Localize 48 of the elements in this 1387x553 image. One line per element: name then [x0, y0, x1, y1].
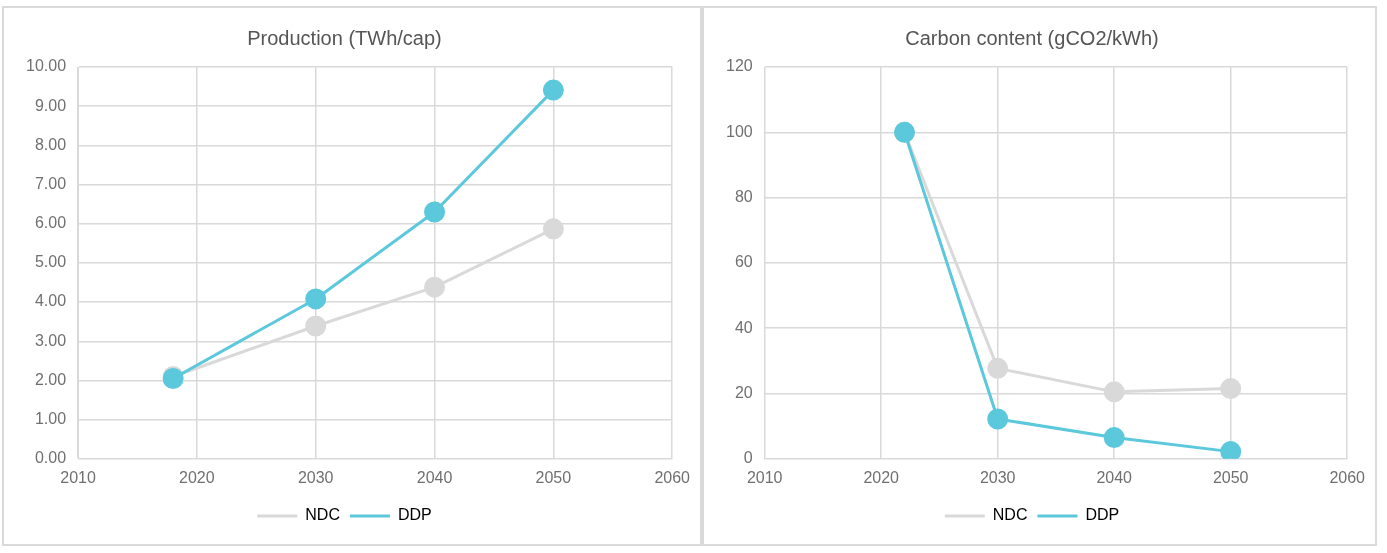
point — [305, 288, 327, 310]
x-tick-label: 2010 — [746, 468, 783, 486]
legend-label: NDC — [992, 506, 1028, 524]
y-tick-label: 120 — [725, 57, 753, 75]
legend-label: DDP — [1085, 506, 1120, 524]
y-tick-label: 100 — [725, 122, 753, 140]
point — [305, 315, 327, 337]
y-tick-label: 2.00 — [34, 370, 67, 388]
y-tick-label: 5.00 — [34, 253, 67, 271]
x-tick-label: 2020 — [863, 468, 900, 486]
y-tick-label: 20 — [734, 383, 753, 401]
y-tick-label: 80 — [734, 188, 753, 206]
y-tick-label: 0.00 — [34, 449, 67, 467]
y-tick-label: 10.00 — [25, 57, 67, 75]
y-tick-label: 40 — [734, 318, 753, 336]
x-tick-label: 2020 — [179, 468, 215, 486]
legend-label: DDP — [397, 506, 432, 524]
x-tick-label: 2040 — [416, 468, 453, 486]
point — [424, 276, 446, 298]
point — [987, 357, 1009, 379]
y-tick-label: 9.00 — [34, 96, 67, 114]
x-tick-label: 2030 — [979, 468, 1016, 486]
x-tick-label: 2010 — [60, 468, 96, 486]
y-tick-label: 6.00 — [34, 214, 67, 232]
x-tick-label: 2050 — [535, 468, 572, 486]
point — [1220, 441, 1242, 459]
y-tick-label: 4.00 — [34, 292, 67, 310]
x-tick-label: 2050 — [1212, 468, 1249, 486]
x-tick-label: 2040 — [1096, 468, 1133, 486]
y-tick-label: 7.00 — [34, 174, 67, 192]
y-tick-label: 3.00 — [34, 331, 67, 349]
point — [1103, 381, 1125, 403]
y-tick-label: 1.00 — [34, 410, 67, 428]
y-tick-label: 8.00 — [34, 135, 67, 153]
point — [987, 408, 1009, 430]
x-tick-label: 2060 — [1329, 468, 1366, 486]
point — [542, 79, 564, 101]
x-tick-label: 2030 — [297, 468, 334, 486]
chart-title: Production (TWh/cap) — [247, 26, 442, 49]
chart-title: Carbon content (gCO2/kWh) — [905, 26, 1159, 49]
point — [1103, 427, 1125, 449]
legend-label: NDC — [305, 506, 340, 524]
point — [1220, 378, 1242, 400]
x-tick-label: 2060 — [654, 468, 691, 486]
y-tick-label: 60 — [734, 253, 753, 271]
y-tick-label: 0 — [743, 449, 753, 467]
point — [542, 218, 564, 240]
point — [424, 201, 446, 223]
